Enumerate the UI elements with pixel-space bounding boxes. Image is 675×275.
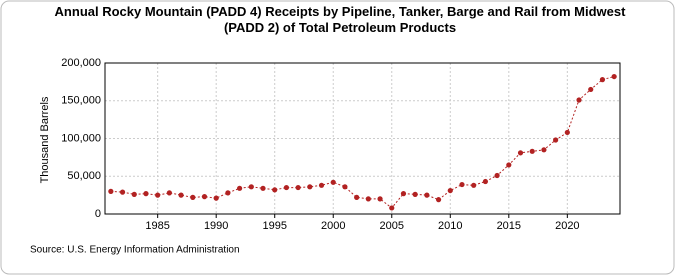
y-tick-label: 0: [95, 208, 101, 220]
data-point: [260, 185, 266, 191]
data-point: [389, 205, 395, 211]
data-point: [283, 184, 290, 191]
data-point: [295, 184, 301, 191]
data-point: [307, 184, 313, 190]
y-axis-label: Thousand Barrels: [39, 96, 51, 183]
data-point: [377, 196, 383, 202]
data-point: [576, 97, 582, 103]
data-point: [237, 185, 243, 191]
data-point: [599, 77, 606, 83]
data-point: [225, 190, 231, 196]
data-point: [611, 73, 617, 80]
data-point: [553, 137, 559, 143]
y-tick-label: 150,000: [61, 95, 101, 107]
data-point: [155, 192, 161, 198]
data-point: [400, 191, 407, 197]
x-tick-label: 1990: [204, 220, 228, 232]
data-point: [541, 147, 547, 153]
data-point: [424, 192, 430, 198]
data-point: [529, 148, 535, 154]
data-point: [272, 187, 278, 193]
x-tick-label: 1985: [145, 220, 169, 232]
y-tick-label: 100,000: [61, 132, 101, 144]
data-point: [412, 191, 418, 197]
data-point: [459, 181, 465, 188]
x-tick-label: 2010: [438, 220, 462, 232]
data-point: [517, 150, 524, 156]
x-tick-label: 1995: [262, 220, 286, 232]
data-point: [143, 191, 149, 197]
data-point: [482, 178, 488, 185]
data-point: [119, 189, 126, 195]
data-point: [330, 179, 336, 185]
data-point: [471, 182, 477, 188]
data-point: [506, 162, 512, 168]
y-tick-label: 200,000: [61, 57, 101, 69]
x-tick-label: 2005: [380, 220, 404, 232]
data-point: [342, 184, 348, 190]
data-point: [213, 195, 219, 201]
data-point: [248, 184, 254, 190]
data-point: [166, 190, 172, 196]
data-point: [365, 196, 371, 202]
chart-title: Annual Rocky Mountain (PADD 4) Receipts …: [54, 4, 626, 35]
data-point: [435, 197, 442, 203]
data-point: [588, 86, 594, 93]
data-point: [494, 172, 500, 179]
data-point: [108, 188, 114, 194]
data-point: [190, 194, 196, 200]
source-note: Source: U.S. Energy Information Administ…: [30, 245, 240, 256]
x-tick-label: 2000: [321, 220, 345, 232]
x-tick-label: 2015: [497, 220, 521, 232]
data-point: [178, 192, 184, 198]
y-tick-label: 50,000: [67, 170, 101, 182]
data-point: [131, 191, 137, 197]
data-point: [318, 182, 325, 188]
x-tick-label: 2020: [555, 220, 579, 232]
data-point: [564, 129, 570, 136]
data-point: [354, 194, 360, 200]
plot-border: [104, 62, 621, 215]
data-point: [201, 194, 208, 200]
data-point: [447, 187, 453, 194]
